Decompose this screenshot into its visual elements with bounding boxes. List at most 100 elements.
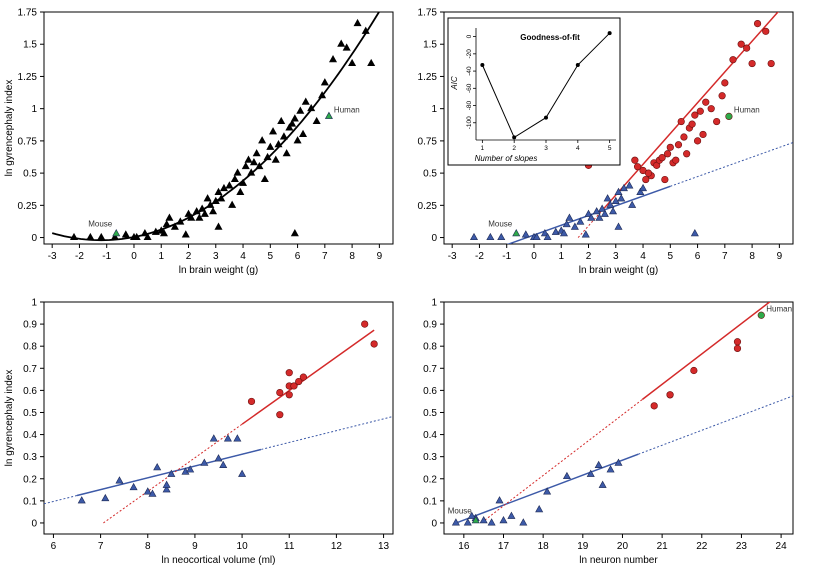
data-point	[584, 209, 593, 217]
x-tick-label: 7	[98, 541, 104, 552]
x-tick-label: 1	[158, 251, 164, 262]
y-tick-label: 0	[31, 233, 37, 244]
data-point	[301, 97, 310, 105]
series-circles	[650, 338, 742, 410]
data-point	[151, 227, 160, 235]
y-tick-label: 0.5	[23, 408, 37, 419]
data-point	[299, 373, 307, 381]
data-point	[271, 155, 280, 163]
fit-line	[76, 448, 262, 497]
highlight-label: Mouse	[488, 220, 513, 229]
y-tick-label: 0.7	[23, 364, 37, 375]
data-point	[353, 18, 362, 27]
x-tick-label: 5	[268, 251, 274, 262]
x-tick-label: 8	[145, 541, 151, 552]
y-tick-label: 0.25	[418, 201, 438, 212]
data-point	[748, 59, 756, 68]
highlight-point	[725, 112, 733, 120]
data-point	[693, 137, 702, 145]
x-tick-label: -1	[502, 251, 511, 262]
data-point	[247, 168, 256, 176]
highlight-point	[512, 228, 521, 237]
data-point	[176, 217, 185, 225]
x-axis-label: ln brain weight (g)	[579, 265, 658, 276]
fit-line	[601, 12, 779, 211]
data-point	[594, 460, 603, 469]
inset-x-tick-label: 1	[481, 145, 485, 152]
x-tick-label: 6	[695, 251, 701, 262]
data-point	[680, 133, 688, 141]
fit-lines	[44, 329, 393, 524]
y-tick-label: 0.75	[418, 136, 438, 147]
data-point	[312, 116, 321, 125]
data-point	[551, 227, 560, 235]
series-circles	[584, 20, 775, 184]
data-point	[288, 119, 297, 127]
data-point	[639, 183, 648, 192]
data-point	[586, 469, 595, 477]
data-point	[132, 232, 141, 241]
data-point	[688, 120, 696, 128]
data-point	[467, 511, 476, 519]
data-point	[279, 132, 288, 140]
data-point	[236, 187, 245, 195]
inset-x-tick-label: 2	[512, 145, 516, 152]
y-tick-label: 0.1	[423, 496, 437, 507]
data-point	[219, 183, 228, 192]
data-point	[625, 181, 634, 189]
data-point	[469, 232, 479, 241]
data-point	[576, 217, 585, 225]
data-point	[223, 434, 232, 442]
data-point	[606, 465, 615, 473]
data-point	[628, 200, 637, 208]
data-point	[115, 476, 124, 484]
data-point	[367, 58, 376, 67]
data-point	[707, 105, 715, 113]
inset-point	[544, 115, 548, 120]
data-point	[97, 232, 106, 241]
data-point	[249, 158, 258, 166]
fit-lines	[455, 302, 793, 524]
y-tick-label: 0.9	[423, 320, 437, 331]
inset-x-tick-label: 3	[544, 145, 548, 152]
data-point	[507, 511, 516, 519]
data-point	[110, 232, 119, 241]
data-point	[519, 518, 528, 526]
x-tick-label: 9	[377, 251, 383, 262]
x-tick-label: 6	[295, 251, 301, 262]
y-tick-label: 1	[31, 104, 37, 115]
data-point	[290, 228, 299, 237]
data-point	[285, 391, 293, 399]
y-tick-label: 0	[431, 233, 437, 244]
inset-y-tick-label: -80	[466, 100, 473, 110]
data-point	[535, 504, 544, 513]
data-point	[636, 187, 645, 195]
data-point	[348, 58, 357, 67]
fit-line	[241, 329, 375, 425]
data-point	[143, 232, 152, 241]
x-tick-label: -2	[475, 251, 484, 262]
x-tick-label: 17	[498, 541, 510, 552]
data-point	[540, 228, 549, 237]
data-point	[244, 155, 253, 163]
highlight-point	[112, 228, 121, 237]
x-tick-label: 7	[322, 251, 328, 262]
data-point	[606, 200, 615, 208]
y-axis-label: ln gyrencephaly index	[4, 370, 15, 467]
inset-point	[607, 31, 612, 36]
data-point	[370, 340, 378, 348]
inset-title: Goodness-of-fit	[520, 33, 580, 42]
inset-point	[575, 63, 580, 68]
data-point	[277, 116, 286, 125]
x-tick-label: 20	[617, 541, 629, 552]
highlight-point	[324, 111, 333, 119]
highlight-label: Human	[334, 105, 360, 114]
x-tick-label: 22	[696, 541, 708, 552]
fit-line-extension	[638, 395, 793, 455]
data-point	[598, 480, 607, 488]
data-point	[487, 518, 496, 526]
x-tick-label: 11	[284, 541, 295, 552]
data-point	[497, 232, 506, 241]
data-point	[559, 228, 568, 237]
series-triangles	[69, 18, 376, 241]
